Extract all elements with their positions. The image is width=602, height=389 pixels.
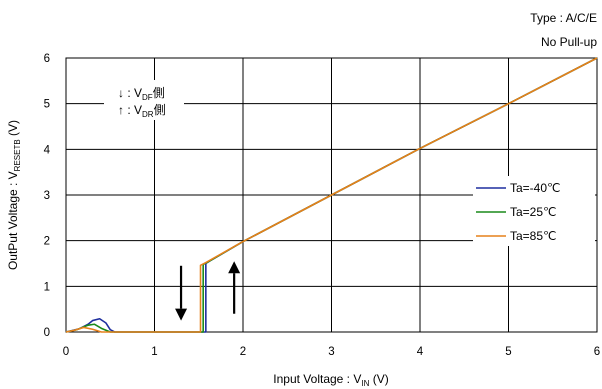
x-tick-6: 6: [594, 346, 600, 358]
legend-label-1: Ta=25℃: [510, 205, 557, 219]
annotation-pullup: No Pull-up: [541, 35, 597, 49]
arrow-down: [175, 265, 188, 321]
series-line-2: [65, 57, 598, 333]
x-tick-2: 2: [240, 346, 246, 358]
legend-label-0: Ta=-40℃: [510, 181, 561, 195]
x-axis-label: Input Voltage : VIN (V): [273, 372, 388, 388]
y-tick-1: 1: [44, 281, 50, 293]
direction-arrows: [175, 261, 241, 321]
direction-note-dr: ↑ : VDR側: [118, 103, 166, 119]
y-tick-5: 5: [44, 99, 50, 111]
annotation-type: Type : A/C/E: [530, 11, 597, 25]
y-tick-labels: 0 1 2 3 4 5 6: [44, 53, 51, 339]
x-tick-1: 1: [151, 346, 157, 358]
y-tick-3: 3: [44, 190, 50, 202]
y-axis-label: OutPut Voltage : VRESETB (V): [6, 120, 22, 270]
series-lines: [65, 57, 598, 333]
y-tick-2: 2: [44, 236, 50, 248]
x-tick-5: 5: [505, 346, 511, 358]
x-tick-3: 3: [328, 346, 334, 358]
y-tick-0: 0: [44, 327, 50, 339]
legend-label-2: Ta=85℃: [510, 229, 557, 243]
arrow-up: [228, 261, 241, 314]
y-tick-6: 6: [44, 53, 50, 65]
x-tick-4: 4: [417, 346, 424, 358]
direction-notes-box: [104, 80, 184, 120]
legend: Ta=-40℃ Ta=25℃ Ta=85℃: [476, 181, 561, 243]
y-tick-4: 4: [44, 144, 51, 156]
direction-note-df: ↓ : VDF側: [118, 86, 165, 102]
x-tick-0: 0: [63, 346, 69, 358]
x-tick-labels: 0 1 2 3 4 5 6: [63, 346, 600, 358]
